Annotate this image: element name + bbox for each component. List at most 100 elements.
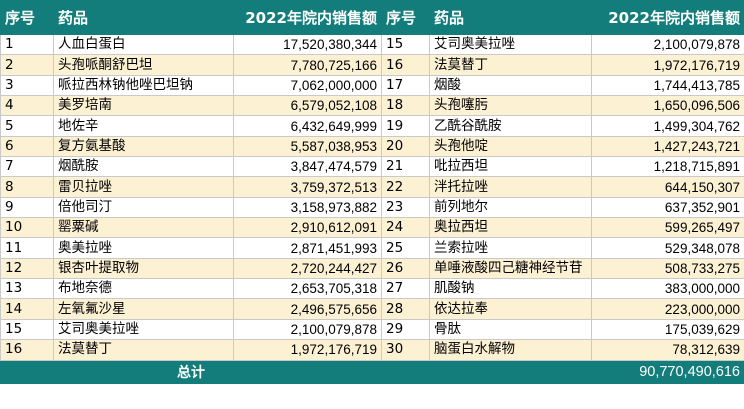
row-index-left: 3 [0, 74, 54, 97]
row-drug-right: 骨肽 [429, 318, 592, 341]
row-sales-right: 599,265,497 [591, 217, 744, 239]
row-sales-left: 2,100,079,878 [233, 318, 382, 341]
row-drug-right: 烟酸 [429, 74, 592, 97]
row-index-left: 14 [0, 298, 54, 320]
table-row: 6 复方氨基酸 5,587,038,953 20 头孢他啶 1,427,243,721 [0, 135, 744, 158]
table-row: 9 倍他司汀 3,158,973,882 23 前列地尔 637,352,901 [0, 196, 744, 219]
row-drug-left: 法莫替丁 [53, 339, 234, 361]
total-value: 90,770,490,616 [381, 359, 744, 384]
row-index-left: 5 [0, 115, 54, 137]
row-drug-right: 依达拉奉 [429, 298, 592, 320]
row-sales-left: 6,432,649,999 [233, 115, 382, 137]
row-drug-left: 布地奈德 [53, 278, 234, 300]
row-index-right: 22 [381, 176, 430, 198]
row-drug-right: 奥拉西坦 [429, 217, 592, 239]
row-drug-right: 乙酰谷酰胺 [429, 115, 592, 137]
row-drug-right: 艾司奥美拉唑 [429, 33, 592, 56]
row-drug-left: 哌拉西林钠他唑巴坦钠 [53, 74, 234, 97]
table-body: 1 人血白蛋白 17,520,380,344 15 艾司奥美拉唑 2,100,079,87… [0, 33, 744, 361]
row-sales-right: 175,039,629 [591, 318, 744, 341]
table-row: 10 罂粟碱 2,910,612,091 24 奥拉西坦 599,265,497 [0, 217, 744, 239]
row-drug-right: 单唾液酸四己糖神经节苷 [429, 257, 592, 280]
row-sales-right: 529,348,078 [591, 237, 744, 259]
row-index-left: 11 [0, 237, 54, 259]
row-index-left: 12 [0, 257, 54, 280]
row-index-right: 23 [381, 196, 430, 219]
table-row: 12 银杏叶提取物 2,720,244,427 26 单唾液酸四己糖神经节苷 508,73… [0, 257, 744, 280]
row-drug-left: 艾司奥美拉唑 [53, 318, 234, 341]
row-index-right: 24 [381, 217, 430, 239]
row-index-right: 20 [381, 135, 430, 158]
table-row: 14 左氧氟沙星 2,496,575,656 28 依达拉奉 223,000,000 [0, 298, 744, 320]
row-sales-right: 78,312,639 [591, 339, 744, 361]
row-index-left: 15 [0, 318, 54, 341]
row-sales-right: 1,218,715,891 [591, 156, 744, 178]
row-sales-right: 1,972,176,719 [591, 54, 744, 76]
row-sales-right: 2,100,079,878 [591, 33, 744, 56]
table-row: 13 布地奈德 2,653,705,318 27 肌酸钠 383,000,000 [0, 278, 744, 300]
row-drug-left: 头孢哌酮舒巴坦 [53, 54, 234, 76]
header-sales-right: 2022年院内销售额 [591, 0, 744, 35]
row-index-left: 9 [0, 196, 54, 219]
row-index-right: 28 [381, 298, 430, 320]
row-sales-left: 5,587,038,953 [233, 135, 382, 158]
row-sales-right: 223,000,000 [591, 298, 744, 320]
table-row: 4 美罗培南 6,579,052,108 18 头孢噻肟 1,650,096,506 [0, 95, 744, 117]
row-index-right: 25 [381, 237, 430, 259]
row-index-left: 8 [0, 176, 54, 198]
row-sales-left: 2,496,575,656 [233, 298, 382, 320]
row-index-left: 16 [0, 339, 54, 361]
row-index-left: 7 [0, 156, 54, 178]
row-drug-left: 银杏叶提取物 [53, 257, 234, 280]
row-drug-right: 脑蛋白水解物 [429, 339, 592, 361]
row-index-left: 2 [0, 54, 54, 76]
row-drug-right: 吡拉西坦 [429, 156, 592, 178]
row-drug-left: 罂粟碱 [53, 217, 234, 239]
row-sales-left: 1,972,176,719 [233, 339, 382, 361]
header-index-left: 序号 [0, 0, 54, 35]
row-drug-left: 雷贝拉唑 [53, 176, 234, 198]
row-sales-left: 3,759,372,513 [233, 176, 382, 198]
row-sales-right: 1,499,304,762 [591, 115, 744, 137]
table-row: 16 法莫替丁 1,972,176,719 30 脑蛋白水解物 78,312,639 [0, 339, 744, 361]
table-row: 15 艾司奥美拉唑 2,100,079,878 29 骨肽 175,039,629 [0, 318, 744, 341]
row-sales-right: 1,427,243,721 [591, 135, 744, 158]
row-sales-right: 508,733,275 [591, 257, 744, 280]
table-row: 11 奥美拉唑 2,871,451,993 25 兰索拉唑 529,348,078 [0, 237, 744, 259]
table-row: 8 雷贝拉唑 3,759,372,513 22 泮托拉唑 644,150,307 [0, 176, 744, 198]
row-drug-left: 烟酰胺 [53, 156, 234, 178]
row-index-left: 13 [0, 278, 54, 300]
row-sales-left: 6,579,052,108 [233, 95, 382, 117]
row-sales-left: 2,720,244,427 [233, 257, 382, 280]
header-drug-right: 药品 [429, 0, 592, 35]
row-drug-left: 地佐辛 [53, 115, 234, 137]
row-sales-right: 383,000,000 [591, 278, 744, 300]
row-sales-left: 7,780,725,166 [233, 54, 382, 76]
table-row: 7 烟酰胺 3,847,474,579 21 吡拉西坦 1,218,715,891 [0, 156, 744, 178]
row-sales-left: 7,062,000,000 [233, 74, 382, 97]
row-index-left: 6 [0, 135, 54, 158]
drug-sales-table: 序号 药品 2022年院内销售额 序号 药品 2022年院内销售额 1 人血白蛋白… [0, 0, 744, 384]
row-index-right: 18 [381, 95, 430, 117]
row-drug-left: 人血白蛋白 [53, 33, 234, 56]
row-index-right: 30 [381, 339, 430, 361]
row-drug-right: 肌酸钠 [429, 278, 592, 300]
row-index-right: 16 [381, 54, 430, 76]
row-index-left: 10 [0, 217, 54, 239]
row-drug-right: 前列地尔 [429, 196, 592, 219]
row-sales-right: 1,744,413,785 [591, 74, 744, 97]
row-drug-right: 兰索拉唑 [429, 237, 592, 259]
table-row: 2 头孢哌酮舒巴坦 7,780,725,166 16 法莫替丁 1,972,176,719 [0, 54, 744, 76]
row-sales-left: 3,847,474,579 [233, 156, 382, 178]
row-index-right: 15 [381, 33, 430, 56]
row-sales-left: 2,910,612,091 [233, 217, 382, 239]
row-drug-right: 法莫替丁 [429, 54, 592, 76]
row-index-right: 21 [381, 156, 430, 178]
row-sales-right: 1,650,096,506 [591, 95, 744, 117]
row-drug-left: 奥美拉唑 [53, 237, 234, 259]
row-index-right: 29 [381, 318, 430, 341]
row-index-right: 26 [381, 257, 430, 280]
row-sales-right: 644,150,307 [591, 176, 744, 198]
table-row: 3 哌拉西林钠他唑巴坦钠 7,062,000,000 17 烟酸 1,744,413,78… [0, 74, 744, 97]
row-drug-left: 倍他司汀 [53, 196, 234, 219]
